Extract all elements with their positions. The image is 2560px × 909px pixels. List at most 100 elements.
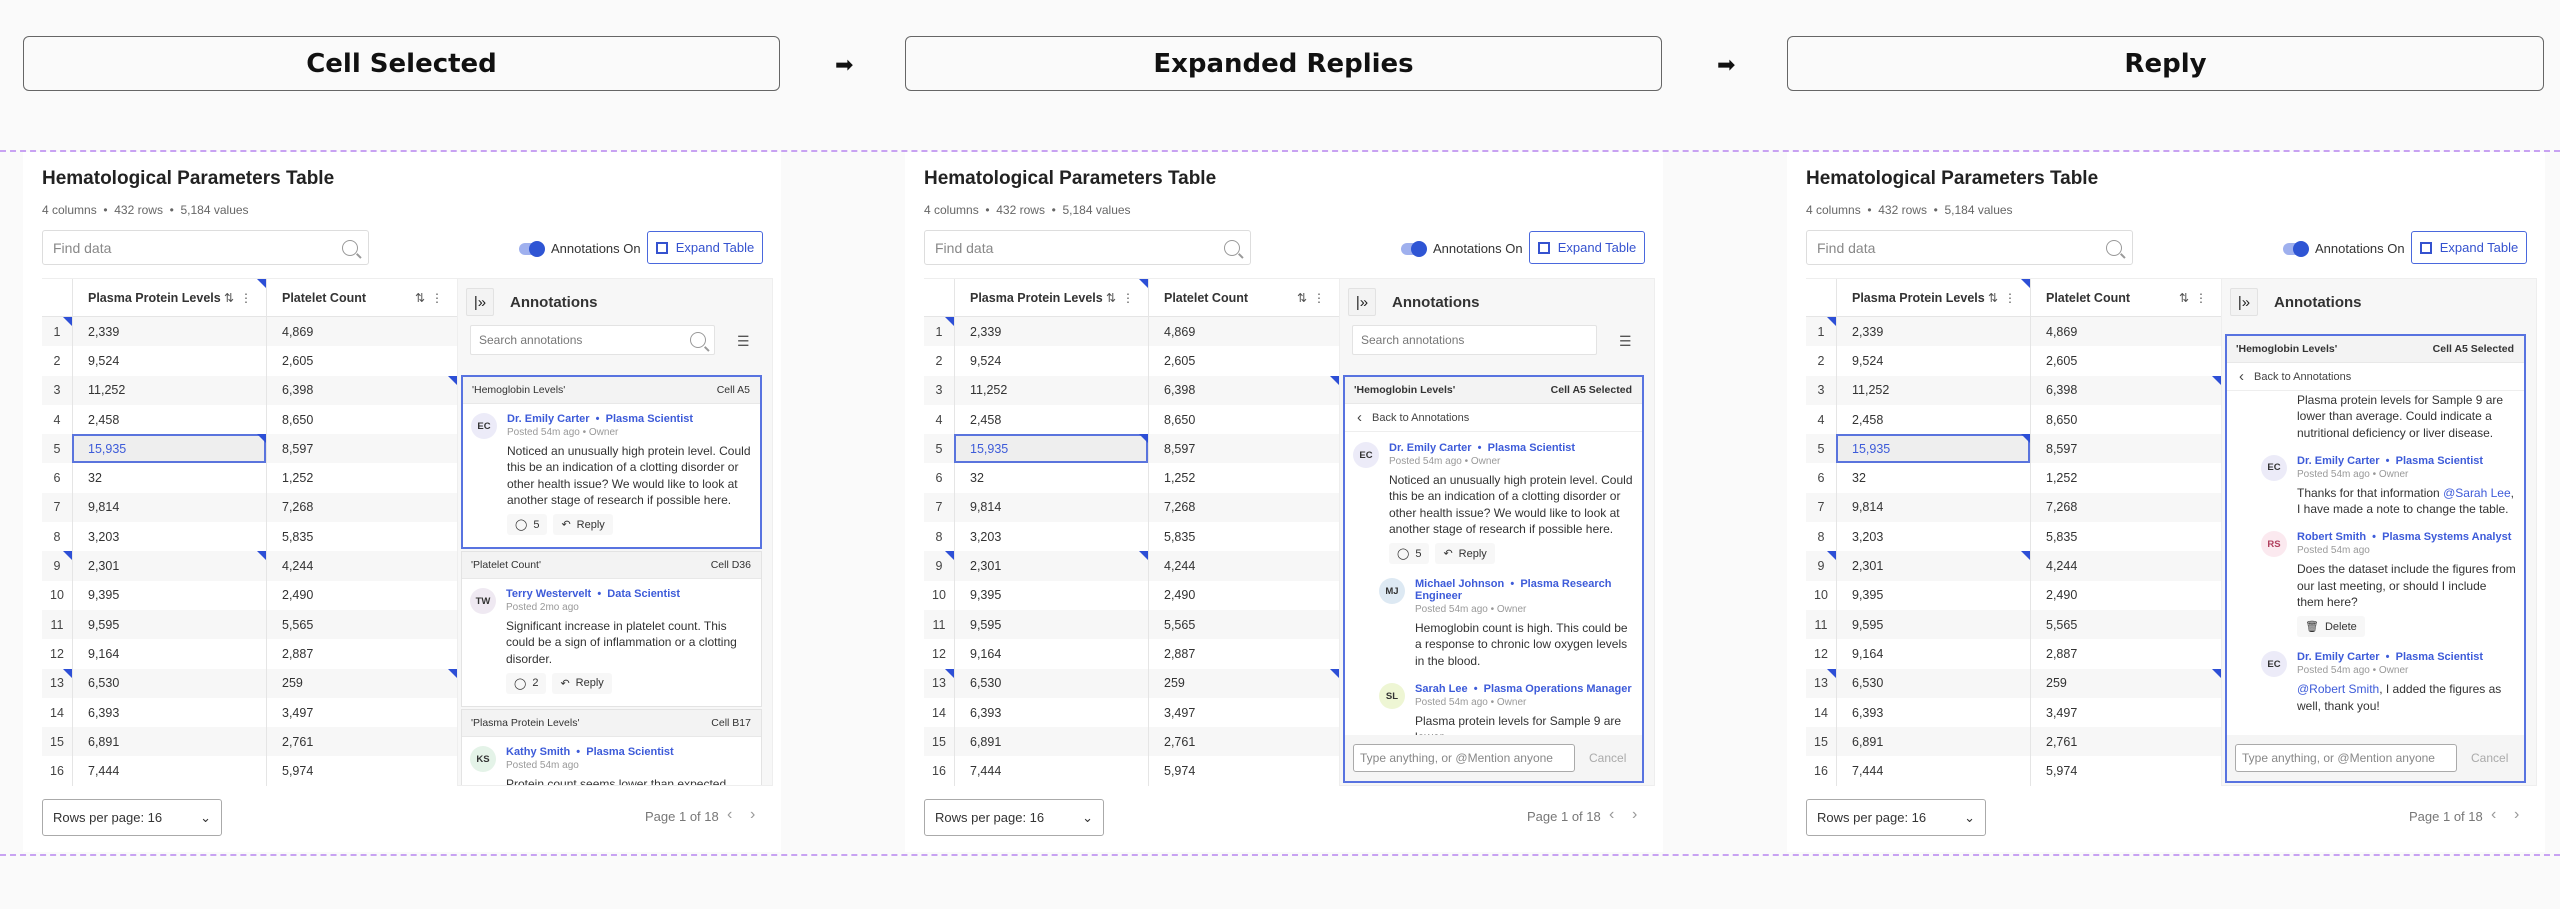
annotation-marker[interactable] (1139, 551, 1148, 561)
annotation-marker[interactable] (63, 668, 72, 678)
author-name[interactable]: Dr. Emily Carter (2297, 454, 2380, 467)
author-name[interactable]: Robert Smith (2297, 531, 2367, 544)
annotation-marker[interactable] (63, 551, 72, 561)
table-cell[interactable]: 2,761 (2030, 727, 2221, 757)
annotation-marker[interactable] (257, 279, 266, 288)
annotation-marker[interactable] (2021, 551, 2030, 561)
expand-table-button[interactable]: Expand Table (1529, 231, 1645, 264)
table-cell[interactable]: 5,565 (266, 609, 457, 640)
more-options-icon[interactable]: ⋮ (1122, 290, 1140, 305)
table-cell[interactable]: 5,835 (266, 522, 457, 552)
previous-page-button[interactable]: ‹ (727, 806, 733, 823)
reply-button[interactable]: ↶ Reply (1435, 543, 1495, 565)
expand-table-button[interactable]: Expand Table (2411, 231, 2527, 264)
reply-input[interactable]: Type anything, or @Mention anyone (2235, 744, 2457, 772)
rows-per-page-select[interactable]: Rows per page: 16 ⌄ (1806, 799, 1986, 836)
table-cell[interactable]: 5,565 (2030, 609, 2221, 640)
author-name[interactable]: Dr. Emily Carter (1389, 442, 1472, 454)
table-cell[interactable]: 8,650 (2030, 404, 2221, 435)
sort-icon[interactable]: ⇅ (223, 290, 240, 305)
more-options-icon[interactable]: ⋮ (2195, 290, 2213, 305)
table-cell[interactable]: 11,252 (1836, 375, 2030, 405)
table-cell[interactable]: 2,301 (954, 551, 1148, 581)
annotation-marker[interactable] (1827, 317, 1836, 326)
delete-button[interactable]: 🗑 Delete (2297, 616, 2365, 638)
back-to-annotations[interactable]: ‹ Back to Annotations (1345, 404, 1642, 432)
author-name[interactable]: Dr. Emily Carter (507, 413, 590, 425)
author-name[interactable]: Terry Westervelt (506, 588, 592, 600)
column-header[interactable]: Plasma Protein Levels ⇅⋮ (72, 279, 266, 316)
collapse-panel-icon[interactable]: |» (2230, 288, 2258, 316)
more-options-icon[interactable]: ⋮ (2004, 290, 2022, 305)
table-cell[interactable]: 6,891 (1836, 727, 2030, 757)
table-cell[interactable]: 15,935 (1836, 434, 2030, 464)
annotation-marker[interactable] (1827, 668, 1836, 678)
table-cell[interactable]: 8,650 (266, 404, 457, 435)
table-cell[interactable]: 3,203 (72, 522, 266, 552)
replies-count-button[interactable]: ◯ 5 (507, 514, 548, 536)
table-cell[interactable]: 9,595 (1836, 609, 2030, 640)
table-cell[interactable]: 259 (2030, 668, 2221, 698)
column-header[interactable]: Platelet Count ⇅⋮ (2030, 279, 2221, 316)
annotations-toggle[interactable] (1401, 241, 1427, 257)
table-cell[interactable]: 259 (1148, 668, 1339, 698)
table-cell[interactable]: 2,761 (1148, 727, 1339, 757)
annotation-marker[interactable] (1139, 434, 1148, 444)
table-cell[interactable]: 9,164 (954, 639, 1148, 669)
more-options-icon[interactable]: ⋮ (431, 290, 449, 305)
table-cell[interactable]: 6,393 (72, 697, 266, 728)
filter-icon[interactable]: ☰ (1619, 333, 1632, 349)
table-cell[interactable]: 9,395 (954, 580, 1148, 610)
sort-icon[interactable]: ⇅ (414, 290, 431, 305)
table-cell[interactable]: 4,244 (2030, 551, 2221, 581)
annotation-marker[interactable] (1827, 551, 1836, 561)
table-cell[interactable]: 4,244 (1148, 551, 1339, 581)
table-cell[interactable]: 5,835 (2030, 522, 2221, 552)
next-page-button[interactable]: › (1632, 806, 1638, 823)
annotation-marker[interactable] (945, 668, 954, 678)
table-cell[interactable]: 2,887 (1148, 639, 1339, 669)
annotation-marker[interactable] (1330, 668, 1339, 678)
annotation-card[interactable]: 'Hemoglobin Levels' Cell A5 EC Dr. Emily Ca… (461, 375, 762, 550)
annotation-marker[interactable] (2021, 434, 2030, 444)
table-cell[interactable]: 32 (1836, 463, 2030, 493)
reply-button[interactable]: ↶ Reply (552, 672, 612, 694)
annotations-toggle[interactable] (2283, 241, 2309, 257)
table-cell[interactable]: 4,869 (2030, 317, 2221, 347)
search-annotations-input[interactable]: Search annotations (470, 325, 715, 355)
table-cell[interactable]: 6,398 (266, 375, 457, 405)
rows-per-page-select[interactable]: Rows per page: 16 ⌄ (924, 799, 1104, 836)
table-cell[interactable]: 3,497 (266, 697, 457, 728)
annotation-marker[interactable] (2212, 375, 2221, 385)
replies-count-button[interactable]: ◯ 2 (506, 672, 547, 694)
table-cell[interactable]: 2,490 (266, 580, 457, 610)
table-cell[interactable]: 2,605 (2030, 346, 2221, 376)
table-cell[interactable]: 2,458 (1836, 404, 2030, 435)
table-cell[interactable]: 8,650 (1148, 404, 1339, 435)
thread-body[interactable]: Plasma protein levels for Sample 9 are l… (2227, 392, 2524, 735)
cancel-button[interactable]: Cancel (2471, 751, 2509, 765)
table-cell[interactable]: 9,524 (1836, 346, 2030, 376)
column-header[interactable]: Platelet Count ⇅⋮ (1148, 279, 1339, 316)
table-cell[interactable]: 2,490 (1148, 580, 1339, 610)
table-cell[interactable]: 7,268 (1148, 492, 1339, 523)
collapse-panel-icon[interactable]: |» (466, 288, 494, 316)
collapse-panel-icon[interactable]: |» (1348, 288, 1376, 316)
find-data-input[interactable]: Find data (42, 230, 369, 265)
sort-icon[interactable]: ⇅ (1296, 290, 1313, 305)
table-cell[interactable]: 2,761 (266, 727, 457, 757)
table-cell[interactable]: 7,444 (954, 756, 1148, 786)
table-cell[interactable]: 9,524 (954, 346, 1148, 376)
more-options-icon[interactable]: ⋮ (1313, 290, 1331, 305)
table-cell[interactable]: 11,252 (954, 375, 1148, 405)
mention-link[interactable]: @Robert Smith (2297, 682, 2380, 697)
find-data-input[interactable]: Find data (1806, 230, 2133, 265)
table-cell[interactable]: 6,398 (1148, 375, 1339, 405)
table-cell[interactable]: 7,444 (1836, 756, 2030, 786)
next-page-button[interactable]: › (750, 806, 756, 823)
table-cell[interactable]: 9,524 (72, 346, 266, 376)
author-name[interactable]: Dr. Emily Carter (2297, 651, 2380, 664)
annotation-marker[interactable] (2021, 279, 2030, 288)
reply-button[interactable]: ↶ Reply (553, 514, 613, 536)
back-to-annotations[interactable]: ‹ Back to Annotations (2227, 363, 2524, 391)
